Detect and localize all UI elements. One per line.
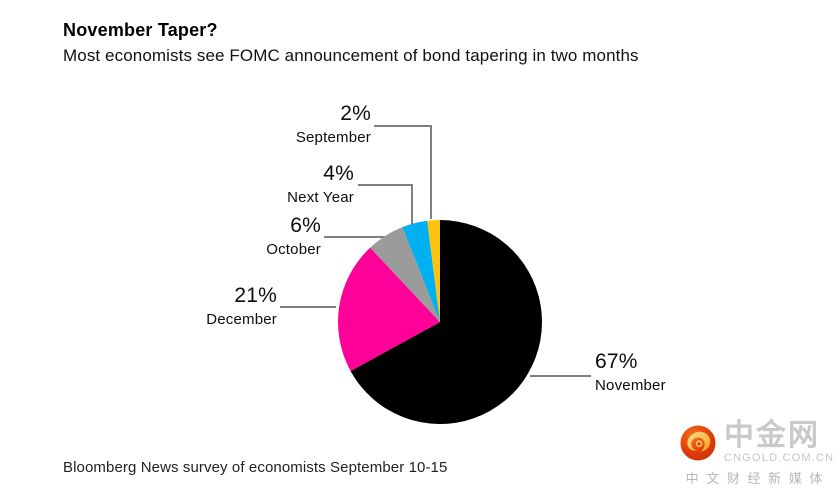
watermark-domain: CNGOLD.COM.CN <box>724 452 835 464</box>
slice-name-september: September <box>295 129 371 146</box>
chart-title: November Taper? <box>63 20 218 40</box>
slice-name-next-year: Next Year <box>287 189 354 206</box>
pie-chart <box>328 210 552 434</box>
watermark-site-name: 中金网 <box>724 419 820 452</box>
slice-pct-november: 67% <box>595 350 638 373</box>
slice-label-next-year: 4% Next Year <box>287 162 354 207</box>
slice-pct-december: 21% <box>234 284 277 307</box>
leader-line-november <box>530 375 591 377</box>
leader-line-september-horizontal <box>374 125 432 127</box>
slice-name-november: November <box>595 377 666 394</box>
cngold-logo-icon <box>680 425 716 460</box>
leader-line-september-vertical <box>430 125 432 219</box>
slice-name-october: October <box>266 241 321 258</box>
watermark-tagline: 中 文 财 经 新 媒 体 <box>685 471 825 486</box>
slice-label-november: 67% November <box>595 350 666 395</box>
slice-label-october: 6% October <box>266 214 321 259</box>
slice-label-september: 2% September <box>296 102 371 147</box>
slice-label-december: 21% December <box>206 284 277 329</box>
watermark-cngold: 中金网 CNGOLD.COM.CN 中 文 财 经 新 媒 体 <box>680 421 833 487</box>
pie-chart-svg <box>338 220 543 424</box>
slice-pct-next-year: 4% <box>323 162 354 185</box>
pie-slice-october <box>370 227 440 322</box>
slice-name-december: December <box>206 311 277 328</box>
leader-line-next-year-horizontal <box>358 184 413 186</box>
pie-slice-december <box>338 247 440 372</box>
leader-line-december <box>280 306 336 308</box>
leader-line-next-year-vertical <box>411 184 413 225</box>
leader-line-october <box>324 236 387 238</box>
slice-pct-september: 2% <box>340 102 371 125</box>
pie-slice-september <box>427 220 440 322</box>
pie-slice-november <box>350 220 543 424</box>
chart-source-note: Bloomberg News survey of economists Sept… <box>63 459 448 476</box>
pie-slice-next-year <box>402 220 440 322</box>
slice-pct-october: 6% <box>290 214 321 237</box>
chart-subtitle: Most economists see FOMC announcement of… <box>63 46 639 65</box>
